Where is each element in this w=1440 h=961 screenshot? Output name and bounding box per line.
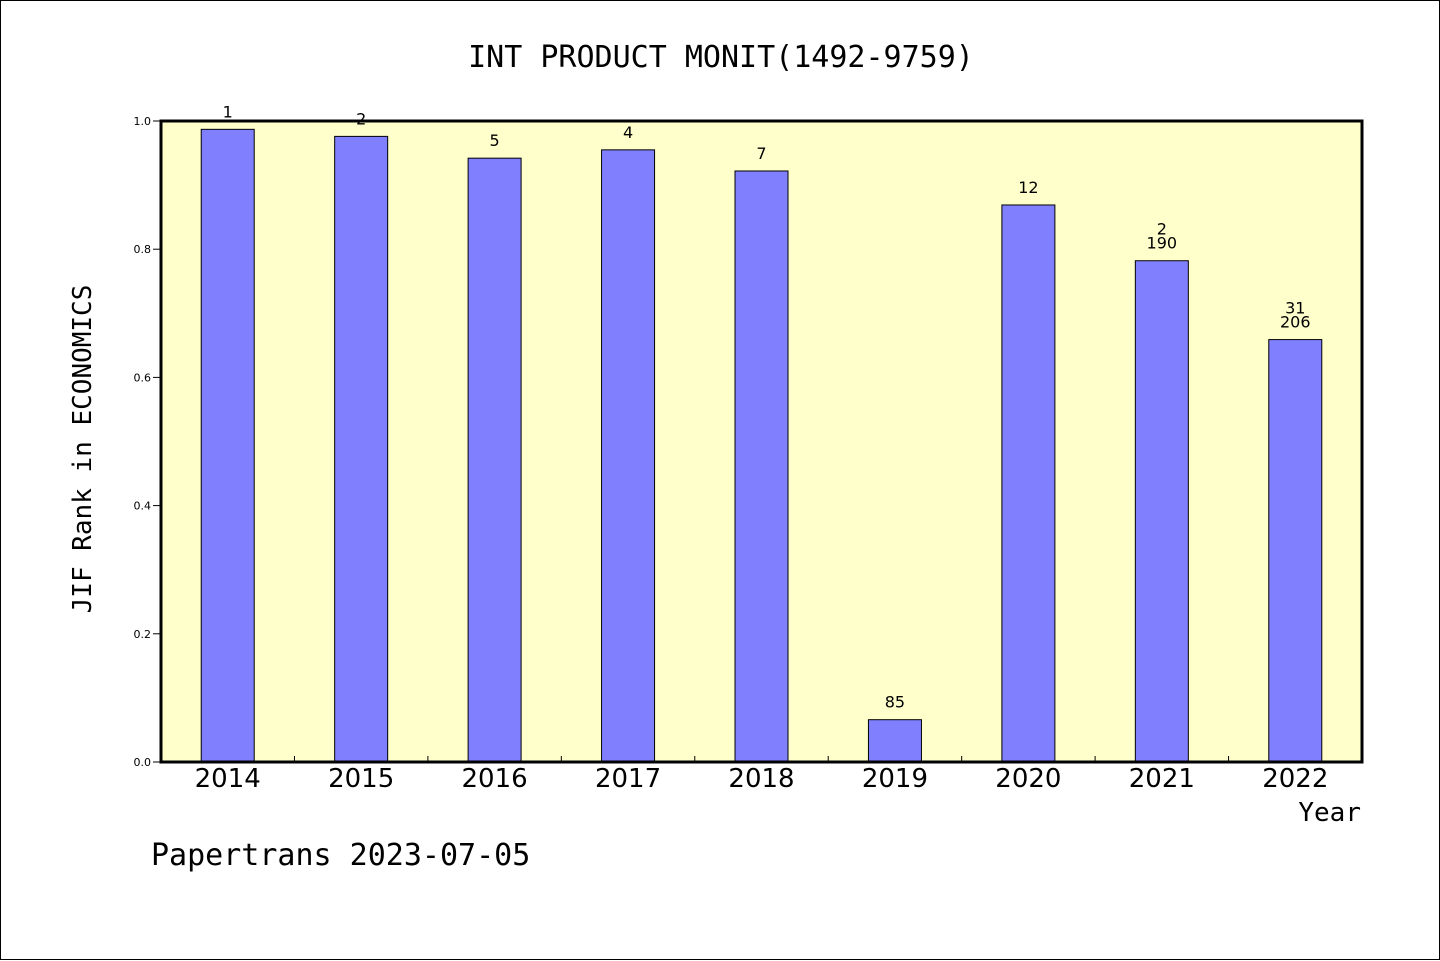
bar-data-label: 190 bbox=[1147, 234, 1178, 253]
bar bbox=[201, 129, 254, 762]
y-tick-label: 1.0 bbox=[134, 115, 152, 128]
x-axis-label: Year bbox=[1298, 798, 1361, 828]
x-tick-label: 2014 bbox=[195, 764, 261, 794]
bar bbox=[468, 158, 521, 762]
y-tick-label: 0.2 bbox=[134, 628, 152, 641]
bar-data-label: 7 bbox=[756, 144, 766, 163]
x-tick-label: 2020 bbox=[995, 764, 1061, 794]
bar bbox=[735, 171, 788, 762]
bar bbox=[602, 150, 655, 762]
bar-data-label: 206 bbox=[1280, 313, 1311, 332]
x-tick-label: 2018 bbox=[728, 764, 794, 794]
y-tick-label: 0.4 bbox=[134, 500, 152, 513]
x-tick-label: 2019 bbox=[862, 764, 928, 794]
bar bbox=[1269, 340, 1322, 762]
bar bbox=[868, 720, 921, 762]
bar-data-label: 5 bbox=[490, 131, 500, 150]
y-tick-label: 0.8 bbox=[134, 243, 152, 256]
y-axis: 0.0 0.2 0.4 0.6 0.8 1.0 bbox=[134, 115, 162, 769]
bar bbox=[1002, 205, 1055, 762]
y-axis-label: JIF Rank in ECONOMICS bbox=[68, 285, 98, 614]
x-tick-label: 2022 bbox=[1262, 764, 1328, 794]
chart-title: INT PRODUCT MONIT(1492-9759) bbox=[468, 40, 974, 75]
bar-data-label: 12 bbox=[1018, 178, 1038, 197]
footer-text: Papertrans 2023-07-05 bbox=[151, 838, 530, 873]
x-tick-label: 2016 bbox=[462, 764, 528, 794]
x-tick-label: 2021 bbox=[1129, 764, 1195, 794]
bar bbox=[1135, 261, 1188, 762]
bar bbox=[335, 136, 388, 762]
bar-data-label: 2 bbox=[356, 109, 366, 128]
bar-data-label: 1 bbox=[223, 102, 233, 121]
x-tick-label: 2015 bbox=[328, 764, 394, 794]
y-tick-label: 0.6 bbox=[134, 371, 152, 384]
y-tick-label: 0.0 bbox=[134, 756, 152, 769]
x-tick-label: 2017 bbox=[595, 764, 661, 794]
bar-data-label: 4 bbox=[623, 123, 633, 142]
bar-data-label: 85 bbox=[885, 693, 905, 712]
